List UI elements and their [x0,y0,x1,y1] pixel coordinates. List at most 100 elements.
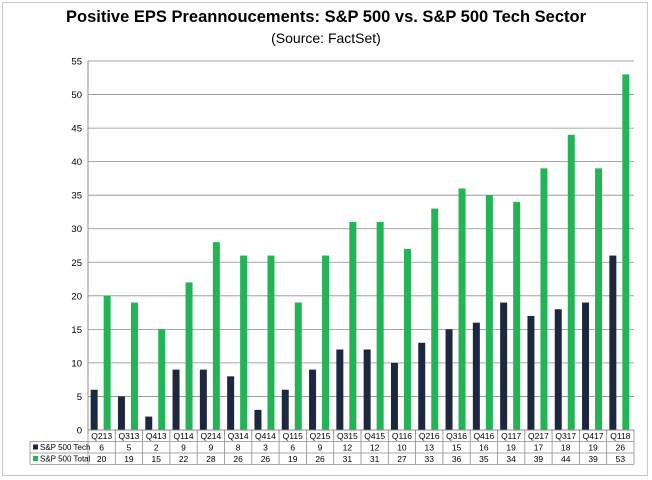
bar-total [267,255,275,430]
table-value: 34 [506,454,516,464]
table-value: 5 [127,442,132,452]
legend-label: S&P 500 Tech [40,443,90,452]
table-value: 6 [99,442,104,452]
table-value: 8 [236,442,241,452]
bar-total [240,255,248,430]
bar-tech [500,302,508,430]
table-value: 33 [425,454,435,464]
x-category-label: Q317 [555,431,576,441]
y-tick-label: 45 [71,124,82,135]
table-value: 17 [534,442,544,452]
y-tick-label: 15 [71,325,82,336]
x-category-label: Q417 [583,431,604,441]
table-value: 3 [263,442,268,452]
x-category-label: Q213 [91,431,112,441]
table-value: 12 [370,442,380,452]
bar-total [431,208,439,430]
x-category-label: Q314 [228,431,249,441]
table-value: 19 [506,442,516,452]
table-value: 13 [425,442,435,452]
bar-tech [199,369,207,430]
table-value: 19 [124,454,134,464]
table-value: 26 [261,454,271,464]
bar-tech [554,309,562,430]
table-value: 39 [588,454,598,464]
table-value: 12 [343,442,353,452]
table-value: 19 [588,442,598,452]
bar-tech [363,349,371,430]
y-tick-label: 30 [71,224,82,235]
table-value: 20 [97,454,107,464]
bar-total [376,222,384,430]
table-value: 6 [290,442,295,452]
table-value: 9 [318,442,323,452]
bar-total [540,168,548,430]
table-value: 15 [152,454,162,464]
table-value: 28 [206,454,216,464]
chart-title: Positive EPS Preannoucements: S&P 500 vs… [66,8,586,26]
bar-tech [172,369,180,430]
bar-tech [227,376,235,430]
bar-tech [145,416,153,430]
table-value: 10 [397,442,407,452]
y-tick-label: 35 [71,191,82,202]
table-value: 9 [208,442,213,452]
legend-swatch [33,456,38,461]
bar-tech [445,329,453,430]
table-value: 18 [561,442,571,452]
x-category-label: Q416 [473,431,494,441]
bar-tech [527,315,535,430]
bar-tech [336,349,344,430]
table-value: 31 [370,454,380,464]
bar-total [103,295,111,430]
x-category-label: Q217 [528,431,549,441]
y-tick-label: 20 [71,291,82,302]
bar-total [130,302,138,430]
bar-total [294,302,302,430]
bar-total [212,242,220,430]
chart-subtitle: (Source: FactSet) [271,30,381,46]
x-category-label: Q216 [419,431,440,441]
table-value: 2 [154,442,159,452]
y-tick-label: 50 [71,90,82,101]
x-category-label: Q415 [364,431,385,441]
x-category-label: Q214 [200,431,221,441]
x-category-label: Q316 [446,431,467,441]
bar-total [595,168,603,430]
y-tick-label: 40 [71,157,82,168]
y-tick-label: 55 [71,57,82,68]
bar-total [403,248,411,430]
bar-tech [254,409,262,430]
bar-total [513,201,521,430]
x-category-label: Q414 [255,431,276,441]
y-tick-label: 10 [71,358,82,369]
x-category-label: Q313 [119,431,140,441]
table-value: 26 [315,454,325,464]
x-category-label: Q116 [392,431,412,441]
bar-total [349,222,357,430]
bar-total [622,74,630,430]
table-value: 9 [181,442,186,452]
bar-tech [582,302,590,430]
x-category-label: Q118 [610,431,630,441]
table-value: 35 [479,454,489,464]
bar-total [485,195,493,430]
x-category-label: Q315 [337,431,358,441]
bar-tech [472,322,480,430]
bar-total [185,282,193,430]
table-value: 26 [233,454,243,464]
y-tick-label: 25 [71,258,82,269]
x-category-label: Q114 [173,431,193,441]
table-value: 22 [179,454,189,464]
x-category-label: Q413 [146,431,167,441]
x-category-label: Q117 [501,431,521,441]
bar-total [322,255,330,430]
bar-tech [309,369,317,430]
table-value: 31 [343,454,353,464]
table-value: 26 [616,442,626,452]
bar-total [458,188,466,430]
bar-total [158,329,166,430]
x-category-label: Q215 [310,431,331,441]
table-value: 15 [452,442,462,452]
